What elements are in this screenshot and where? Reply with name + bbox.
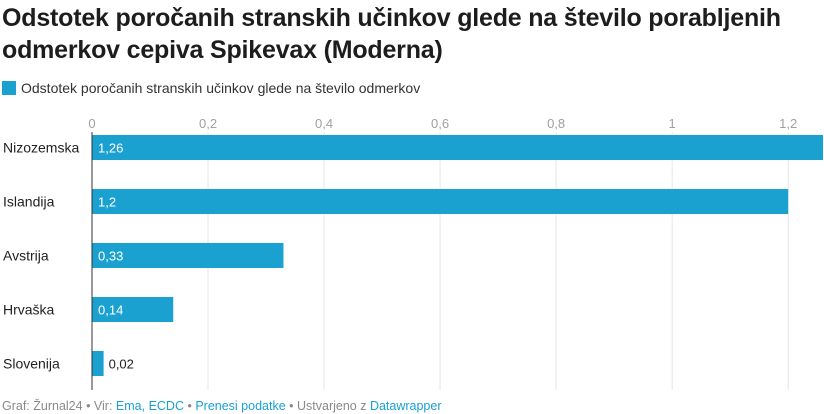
x-tick-label: 0 xyxy=(88,116,95,131)
category-labels: Nizozemska Islandija Avstrija Hrvaška Sloven… xyxy=(3,140,79,372)
category-label: Hrvaška xyxy=(3,302,55,318)
legend: Odstotek poročanih stranskih učinkov gle… xyxy=(2,78,420,98)
legend-label: Odstotek poročanih stranskih učinkov gle… xyxy=(21,80,421,96)
value-label: 1,26 xyxy=(98,141,123,156)
footer-created-with: • Ustvarjeno z xyxy=(285,399,370,413)
category-label: Nizozemska xyxy=(3,140,79,156)
download-data-link[interactable]: Prenesi podatke xyxy=(195,399,286,413)
x-tick-label: 1,2 xyxy=(779,116,797,131)
x-tick-label: 0,6 xyxy=(431,116,449,131)
tick-labels: 0 0,2 0,4 0,6 0,8 1 1,2 xyxy=(88,116,797,131)
x-tick-label: 1 xyxy=(669,116,676,131)
x-tick-label: 0,4 xyxy=(315,116,333,131)
value-label: 0,02 xyxy=(109,357,134,372)
footer: Graf: Žurnal24 • Vir: Ema, ECDC • Prenes… xyxy=(2,399,442,413)
category-label: Avstrija xyxy=(3,248,49,264)
footer-prefix: Graf: Žurnal24 • Vir: xyxy=(2,399,116,413)
value-labels: 1,26 1,2 0,33 0,14 0,02 xyxy=(98,141,134,372)
bar-chart: 0 0,2 0,4 0,6 0,8 1 1,2 Nizozemska Islandija Avs… xyxy=(3,116,823,390)
legend-swatch xyxy=(2,81,16,95)
category-label: Islandija xyxy=(3,194,55,210)
bar xyxy=(92,189,789,214)
bar xyxy=(92,243,284,268)
bar xyxy=(92,135,823,160)
datawrapper-link[interactable]: Datawrapper xyxy=(369,399,442,413)
value-label: 1,2 xyxy=(98,195,116,210)
value-label: 0,33 xyxy=(98,249,123,264)
x-tick-label: 0,8 xyxy=(547,116,565,131)
gridlines xyxy=(207,132,789,390)
category-label: Slovenija xyxy=(3,356,60,372)
x-tick-label: 0,2 xyxy=(199,116,217,131)
value-label: 0,14 xyxy=(98,303,123,318)
source-link[interactable]: Ema, ECDC xyxy=(115,399,184,413)
bars xyxy=(92,135,823,376)
chart-title: Odstotek poročanih stranskih učinkov gle… xyxy=(2,4,781,64)
footer-separator: • xyxy=(184,399,196,413)
bar xyxy=(92,351,104,376)
bar xyxy=(92,297,174,322)
